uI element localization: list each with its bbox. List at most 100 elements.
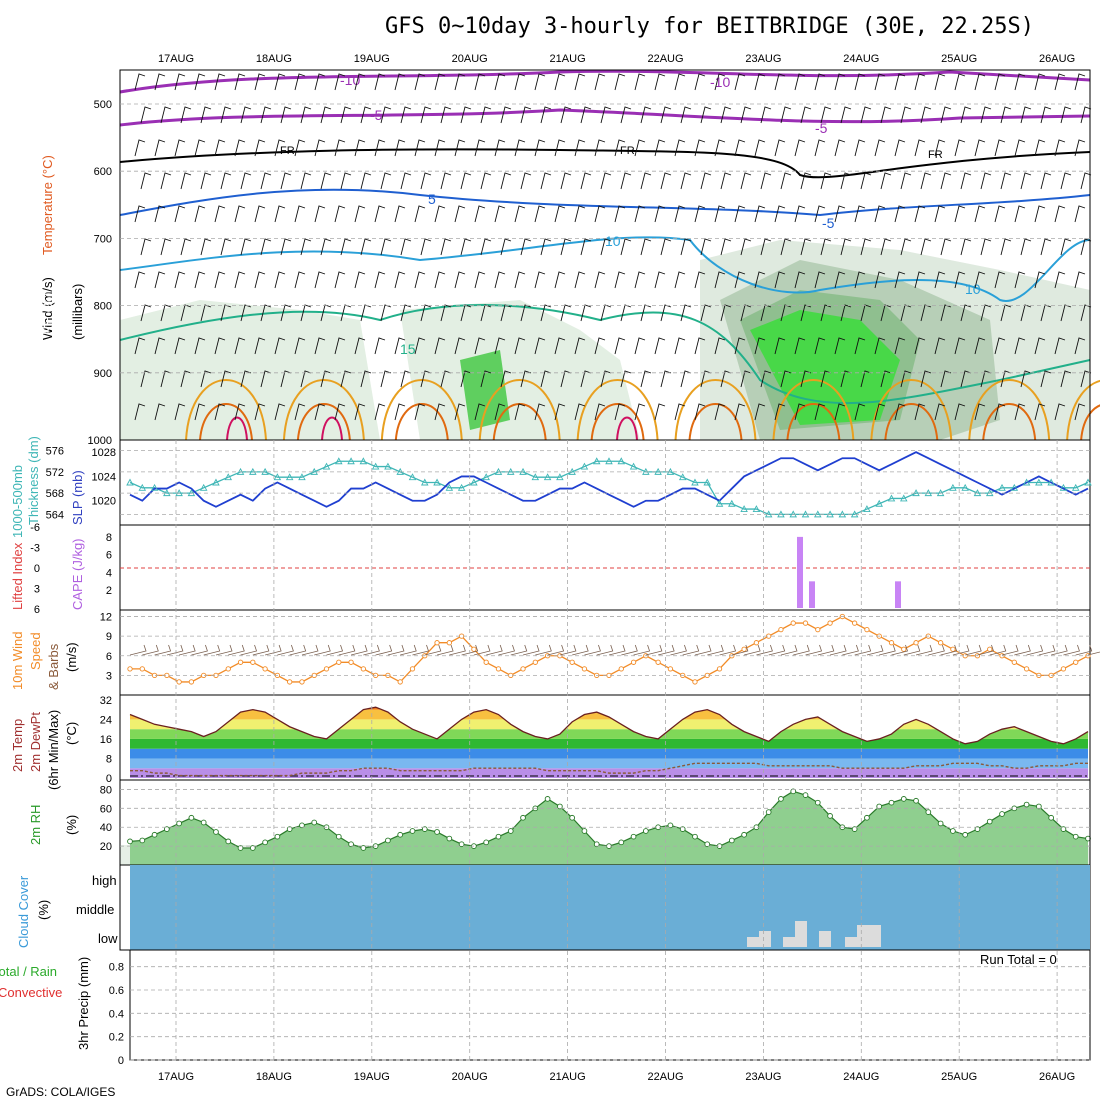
wind-barb [314,73,326,91]
wind10m-barb [277,644,294,656]
wind-barb [934,337,946,355]
wind-barb [614,139,626,157]
wind-speed-point [1023,666,1030,672]
wind-barb [974,271,986,289]
thickness-point [875,499,883,507]
wind10m-barb [314,644,331,656]
temp-contour-25 [394,403,449,441]
wind10m-barbs-label: & Barbs [46,643,61,690]
wind10m-barb [658,644,675,656]
wind-barb [714,139,726,157]
rh-point [962,831,969,838]
wind-barb [280,238,292,256]
wind-barb [554,139,566,157]
wind-barb [334,205,346,223]
wind-barb [340,238,352,256]
thickness-point [715,499,724,507]
wind10m-barb [608,644,626,656]
wind-barb [440,370,452,388]
temp-contour-25 [296,403,351,441]
wind-barb [954,271,966,289]
wind-barb [520,106,532,124]
cloud-level-middle: middle [76,902,114,917]
wind-barb [254,271,266,289]
wind-barb [800,172,812,190]
thickness-axis: 576 572 568 564 1028 1024 1020 [46,446,1090,521]
wind-barb [460,106,472,124]
wind-barb [734,73,746,91]
thickness-point [322,462,331,470]
date-label: 26AUG [1039,53,1075,65]
wind10m-label: 10m Wind [10,631,25,690]
wind-barb [200,106,212,124]
wind-barb [940,304,952,322]
wind10m-barb [522,644,540,656]
upper-wind-label: Wind (m/s) [40,277,55,340]
wind-barb [180,304,192,322]
wind10m-barb [879,644,896,656]
wind10m-barb [1001,644,1019,656]
precip-tick: 0.2 [109,1032,124,1044]
wind-speed-point [360,666,367,672]
date-gridlines [175,440,1058,1060]
thickness-point [384,462,392,470]
wind-barb [814,139,826,157]
wind-barb [654,337,666,355]
temp-contour-5 [119,188,1091,217]
wind-barb [554,403,566,421]
wind-barb [580,172,592,190]
wind-barb [560,106,572,124]
wind-barb [1080,370,1092,388]
wind10m-barb [694,644,712,656]
wind-barb [380,370,392,388]
wind-barb [494,139,506,157]
rh2m-tick: 40 [100,822,112,834]
wind-barb [260,172,272,190]
date-label: 18AUG [256,1071,292,1083]
wind-speed-point [851,620,858,626]
wind-barb [254,73,266,91]
wind10m-barb [289,644,307,656]
warm-contours [185,379,1100,441]
wind-barb [174,403,186,421]
wind-barb [954,205,966,223]
cloud-cover-fill [130,865,1090,950]
wind-barb [1040,106,1052,124]
temp-contour-15 [119,304,1091,405]
run-total: Run Total = 0 [980,952,1057,967]
wind-barb [840,304,852,322]
wind-speed-point [913,640,919,646]
rh-point [286,826,293,832]
rh-point [704,841,711,848]
wind-barb [680,172,692,190]
precip-units-label: 3hr Precip (mm) [76,957,91,1050]
wind-barb [294,337,306,355]
wind-barb [614,73,626,91]
wind-speed-point [950,646,956,652]
wind-barb [434,403,446,421]
wind-barb [660,304,672,322]
wind-barb [834,73,846,91]
wind-barb [554,205,566,223]
thickness-point [1035,478,1043,486]
rh-point [888,799,895,806]
thickness-point [371,462,380,470]
wind-barb [734,139,746,157]
wind-barb [554,337,566,355]
temp2m-panel: 32 24 16 8 0 [100,694,1091,785]
dewpoint-series-line [130,762,1088,777]
wind10m-barb [265,644,282,656]
wind10m-barb [166,644,184,656]
wind-speed-point [827,620,833,626]
wind-barb [740,238,752,256]
wind-barb [674,271,686,289]
wind10m-barb [203,644,221,656]
wind10m-tick: 9 [106,631,112,643]
contour-label: 10 [965,281,981,297]
wind-barb [840,370,852,388]
wind-barb [274,73,286,91]
wind-barb [900,370,912,388]
wind-barb [394,205,406,223]
wind-barb [460,370,472,388]
wind-barb [260,106,272,124]
